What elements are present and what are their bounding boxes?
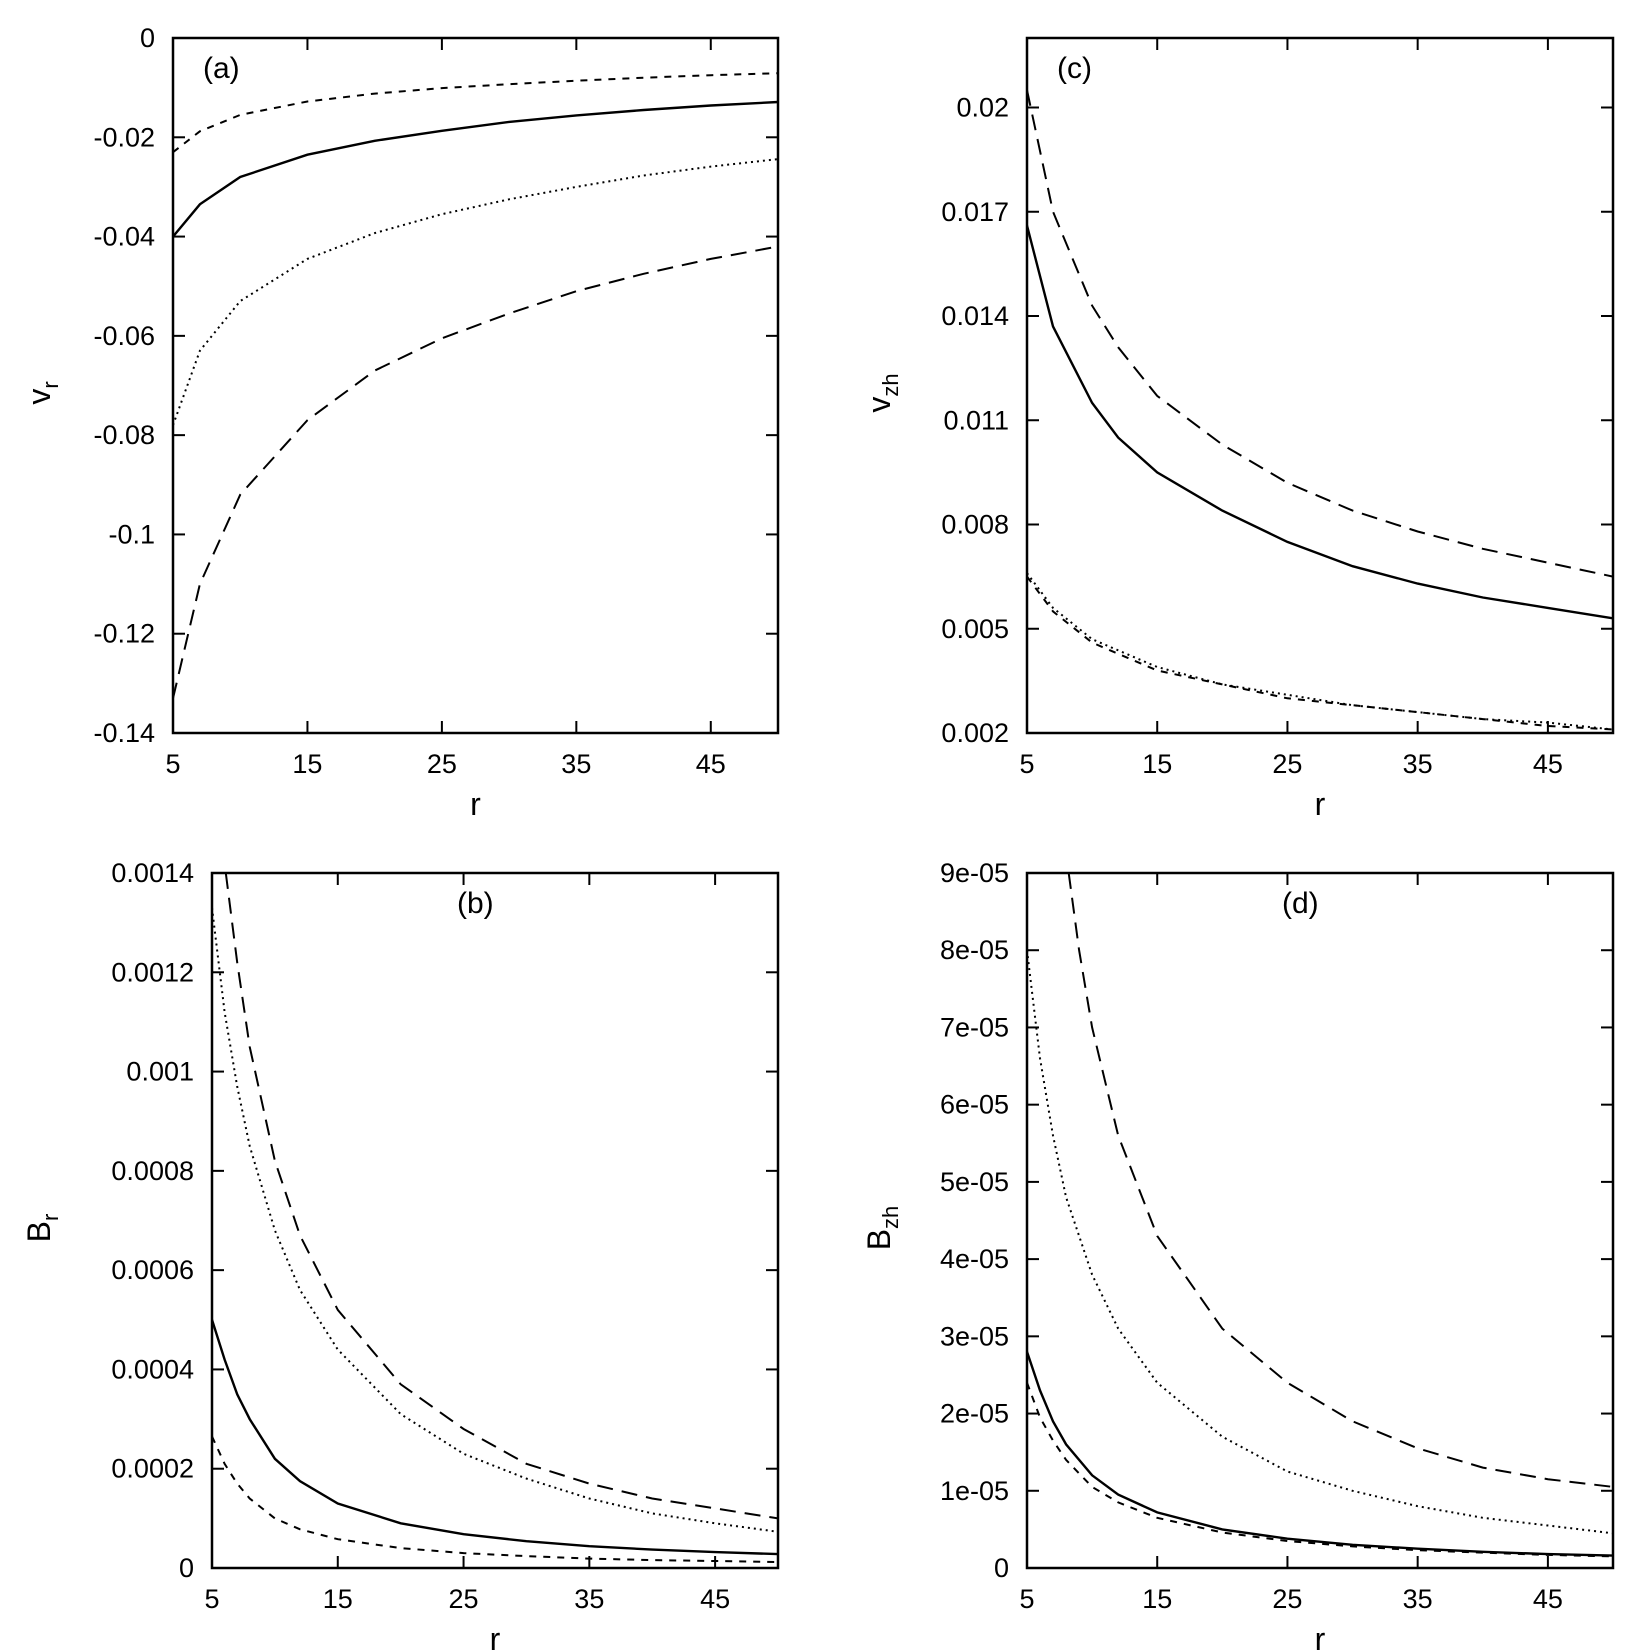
y-tick-label: 0.0006 — [111, 1255, 194, 1285]
y-tick-label: 0.0008 — [111, 1156, 194, 1186]
y-tick-label: 0.0014 — [111, 858, 194, 888]
y-tick-label: 6e-05 — [940, 1090, 1009, 1120]
x-tick-label: 25 — [427, 749, 457, 779]
x-axis-label: r — [490, 1621, 501, 1650]
y-tick-label: -0.1 — [108, 519, 155, 549]
y-tick-label: 0.017 — [941, 197, 1009, 227]
y-axis-label-main: v — [861, 397, 897, 413]
y-tick-label: 0.011 — [943, 405, 1009, 435]
panel-c: 5 15 25 35 45 0.002 0.005 0.008 0.011 0.014 0.017 0… — [861, 36, 1615, 822]
x-tick-label: 15 — [323, 1584, 353, 1614]
series-short-dash-line — [1027, 576, 1613, 731]
series-long-dash-line — [224, 873, 778, 1520]
y-tick-label: 0.0004 — [111, 1354, 194, 1384]
panel-d: 5 15 25 35 45 0 1e-05 2e-05 3e-05 4e-05 5e-05 6e-05… — [861, 858, 1615, 1650]
y-axis-label: vr — [21, 381, 63, 404]
x-tick-label: 15 — [1142, 1584, 1172, 1614]
x-tick-label: 25 — [449, 1584, 479, 1614]
panel-label: (d) — [1282, 887, 1319, 920]
y-tick-label: 0.008 — [941, 510, 1009, 540]
y-tick-label: 4e-05 — [940, 1244, 1009, 1274]
series-long-dash-line — [173, 245, 778, 699]
x-tick-label: 15 — [292, 749, 322, 779]
panel-label: (b) — [457, 887, 494, 920]
series-dotted-line — [212, 907, 778, 1533]
y-tick-label: 0.014 — [941, 301, 1009, 331]
y-tick-label: 0.001 — [126, 1057, 194, 1087]
y-axis-label-subscript: r — [38, 1214, 63, 1221]
y-axis-label-subscript: r — [38, 381, 63, 388]
y-axis-label-subscript: zh — [878, 1206, 903, 1229]
y-tick-label: 0.02 — [956, 93, 1009, 123]
y-tick-label: -0.12 — [93, 619, 155, 649]
y-tick-label: 0 — [179, 1553, 194, 1583]
y-tick-label: -0.06 — [93, 321, 155, 351]
x-tick-label: 5 — [165, 749, 180, 779]
series-long-dash-line — [1027, 89, 1613, 578]
series-dotted-line — [1027, 572, 1613, 731]
y-tick-label: -0.14 — [93, 718, 155, 748]
series-solid-line — [173, 100, 778, 238]
y-tick-label: 5e-05 — [940, 1167, 1009, 1197]
x-tick-label: 45 — [700, 1584, 730, 1614]
series-short-dash-line — [212, 1435, 778, 1563]
x-tick-label: 5 — [1019, 749, 1034, 779]
plot-frame — [1025, 36, 1615, 735]
y-tick-label: 3e-05 — [940, 1321, 1009, 1351]
y-axis-label: Bzh — [861, 1206, 903, 1251]
x-tick-label: 45 — [1533, 1584, 1563, 1614]
x-tick-label: 25 — [1272, 749, 1302, 779]
y-axis-label-main: B — [21, 1221, 57, 1242]
panel-b: 5 15 25 35 45 0 0.0002 0.0004 0.0006 0.0008 0.001 0… — [21, 858, 780, 1650]
y-tick-label: 7e-05 — [940, 1012, 1009, 1042]
y-tick-label: 9e-05 — [940, 858, 1009, 888]
x-axis-label: r — [470, 786, 481, 822]
x-axis-label: r — [1315, 1621, 1326, 1650]
x-axis-label: r — [1315, 786, 1326, 822]
series-dotted-line — [173, 158, 778, 426]
series-short-dash-line — [173, 72, 778, 153]
y-tick-label: 1e-05 — [940, 1476, 1009, 1506]
series-short-dash-line — [1027, 1382, 1613, 1558]
y-tick-label: -0.02 — [93, 122, 155, 152]
y-tick-label: -0.04 — [93, 222, 155, 252]
y-tick-label: 2e-05 — [940, 1399, 1009, 1429]
y-tick-label: 8e-05 — [940, 935, 1009, 965]
y-tick-label: -0.08 — [93, 420, 155, 450]
series-solid-line — [1027, 1351, 1613, 1557]
y-tick-label: 0 — [994, 1553, 1009, 1583]
x-tick-label: 45 — [696, 749, 726, 779]
y-axis-label: vzh — [861, 373, 903, 412]
x-tick-label: 45 — [1533, 749, 1563, 779]
series-solid-line — [212, 1319, 778, 1556]
x-tick-label: 15 — [1142, 749, 1172, 779]
y-tick-label: 0.002 — [941, 718, 1009, 748]
series-solid-line — [1027, 225, 1613, 620]
x-tick-label: 5 — [1019, 1584, 1034, 1614]
y-axis-label-subscript: zh — [878, 373, 903, 396]
plot-frame — [210, 871, 780, 1570]
series-dotted-line — [1027, 950, 1613, 1535]
plot-frame — [1025, 871, 1615, 1570]
y-tick-label: 0.0012 — [111, 957, 194, 987]
plot-frame — [171, 36, 780, 735]
y-axis-label-main: v — [21, 389, 57, 405]
x-tick-label: 35 — [574, 1584, 604, 1614]
y-tick-label: 0.0002 — [111, 1454, 194, 1484]
x-tick-label: 35 — [561, 749, 591, 779]
panel-label: (c) — [1057, 52, 1092, 85]
panel-a: 5 15 25 35 45 0 -0.02 -0.04 -0.06 -0.08 -0.1 -0.12 -… — [21, 23, 780, 822]
y-tick-label: 0.005 — [941, 614, 1009, 644]
y-tick-label: 0 — [140, 23, 155, 53]
x-tick-label: 5 — [204, 1584, 219, 1614]
x-tick-label: 35 — [1403, 1584, 1433, 1614]
series-long-dash-line — [1067, 873, 1613, 1488]
x-tick-label: 35 — [1403, 749, 1433, 779]
y-axis-label: Br — [21, 1214, 63, 1243]
x-tick-label: 25 — [1272, 1584, 1302, 1614]
panel-label: (a) — [203, 52, 240, 85]
y-axis-label-main: B — [861, 1229, 897, 1250]
